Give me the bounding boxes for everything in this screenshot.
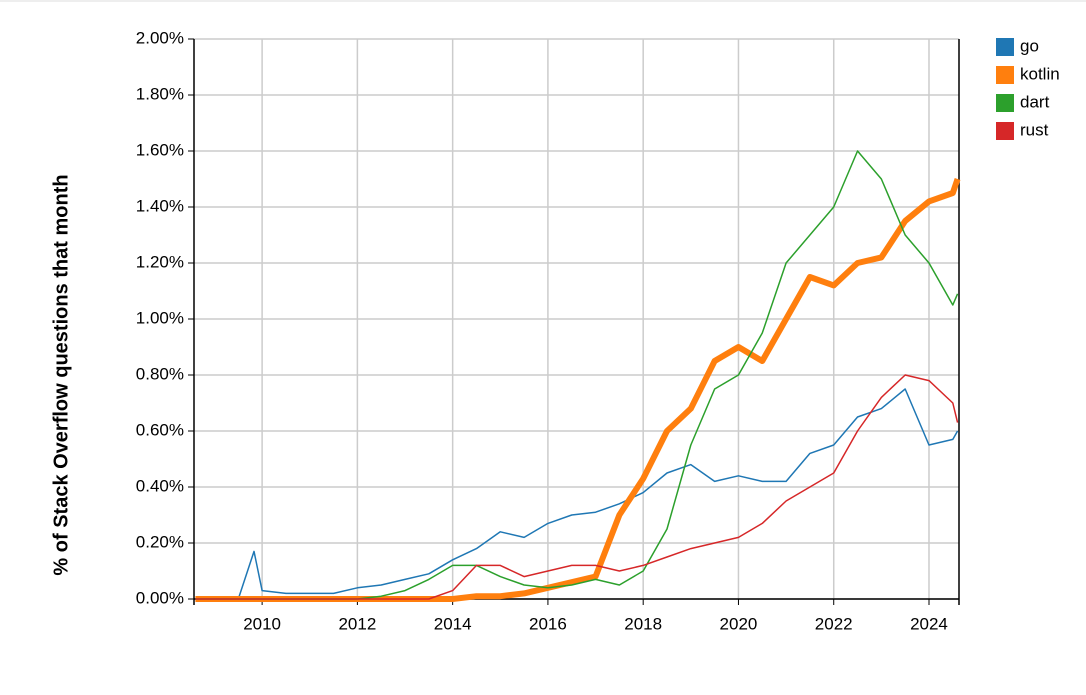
legend-label: kotlin <box>1020 64 1060 83</box>
legend-swatch <box>996 66 1014 84</box>
x-tick-label: 2020 <box>720 614 758 633</box>
y-tick-label: 1.00% <box>136 308 184 327</box>
legend-label: rust <box>1020 120 1049 139</box>
y-tick-label: 2.00% <box>136 28 184 47</box>
x-tick-label: 2010 <box>243 614 281 633</box>
y-tick-label: 1.40% <box>136 196 184 215</box>
x-tick-label: 2012 <box>338 614 376 633</box>
y-tick-label: 0.80% <box>136 364 184 383</box>
y-tick-label: 1.60% <box>136 140 184 159</box>
x-tick-label: 2024 <box>910 614 948 633</box>
y-tick-label: 0.00% <box>136 588 184 607</box>
y-tick-label: 0.60% <box>136 420 184 439</box>
legend-swatch <box>996 122 1014 140</box>
legend-swatch <box>996 38 1014 56</box>
x-tick-label: 2016 <box>529 614 567 633</box>
series-line <box>195 178 961 602</box>
y-tick-label: 0.20% <box>136 532 184 551</box>
series-line <box>195 374 959 600</box>
series-line <box>195 388 959 600</box>
legend-swatch <box>996 94 1014 112</box>
y-tick-label: 0.40% <box>136 476 184 495</box>
legend-label: go <box>1020 36 1039 55</box>
y-axis-label: % of Stack Overflow questions that month <box>50 174 72 575</box>
x-tick-label: 2018 <box>624 614 662 633</box>
legend-label: dart <box>1020 92 1050 111</box>
y-tick-label: 1.80% <box>136 84 184 103</box>
x-tick-label: 2022 <box>815 614 853 633</box>
x-tick-label: 2014 <box>434 614 472 633</box>
y-tick-label: 1.20% <box>136 252 184 271</box>
